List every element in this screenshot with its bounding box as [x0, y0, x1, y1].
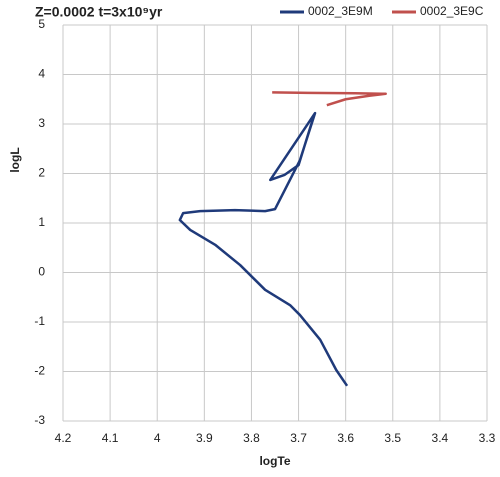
y-axis-title: logL: [8, 147, 22, 172]
x-tick-label: 4.2: [55, 431, 72, 445]
x-tick-label: 3.4: [432, 431, 449, 445]
y-tick-label: 4: [38, 67, 45, 81]
y-tick-label: 1: [38, 215, 45, 229]
legend-label: 0002_3E9C: [420, 4, 484, 18]
x-tick-label: 4: [154, 431, 161, 445]
y-tick-label: -2: [34, 364, 45, 378]
x-tick-label: 3.3: [479, 431, 496, 445]
y-tick-label: 2: [38, 166, 45, 180]
y-tick-label: 5: [38, 17, 45, 31]
x-tick-label: 3.9: [196, 431, 213, 445]
x-axis-title: logTe: [259, 454, 290, 468]
x-tick-label: 3.6: [337, 431, 354, 445]
chart-title: Z=0.0002 t=3x10⁹yr: [35, 4, 163, 20]
x-tick-label: 3.8: [243, 431, 260, 445]
series-line: [178, 111, 349, 387]
x-tick-label: 4.1: [102, 431, 119, 445]
series-line: [272, 91, 387, 107]
y-tick-label: 0: [38, 265, 45, 279]
y-tick-label: -1: [34, 314, 45, 328]
legend-label: 0002_3E9M: [308, 4, 373, 18]
x-tick-label: 3.5: [384, 431, 401, 445]
x-tick-label: 3.7: [290, 431, 307, 445]
y-tick-label: 3: [38, 116, 45, 130]
y-tick-label: -3: [34, 413, 45, 427]
